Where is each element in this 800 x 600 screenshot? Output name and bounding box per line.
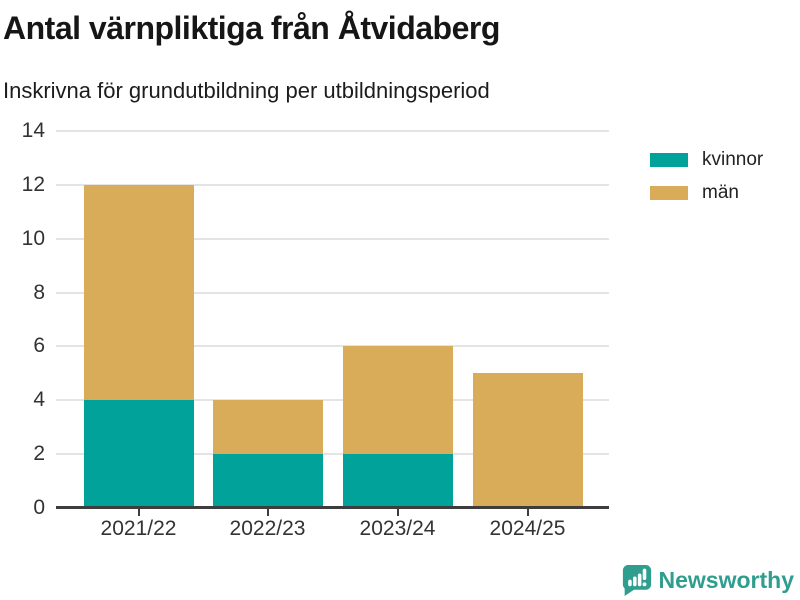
x-tick-label-2021/22: 2021/22 — [100, 517, 177, 540]
bar-2021/22-kvinnor — [83, 400, 194, 508]
gridline-12 — [56, 183, 609, 186]
chart-subtitle: Inskrivna för grundutbildning per utbild… — [3, 78, 490, 103]
x-tick-label-2024/25: 2024/25 — [489, 517, 566, 540]
legend-label-man: män — [702, 182, 739, 203]
x-tick-2024/25 — [526, 509, 529, 516]
y-tick-label-12: 12 — [21, 172, 45, 196]
x-tick-2021/22 — [137, 509, 140, 516]
y-tick-label-10: 10 — [21, 226, 45, 250]
gridline-6 — [56, 345, 609, 348]
y-tick-label-0: 0 — [33, 496, 45, 519]
y-tick-label-8: 8 — [33, 280, 45, 304]
legend-item-man: män — [650, 182, 763, 204]
legend-label-kvinnor: kvinnor — [702, 149, 764, 170]
brand-footer: Newsworthy — [622, 564, 794, 597]
gridline-4 — [56, 399, 609, 402]
bar-2024/25-män — [472, 373, 583, 508]
y-tick-label-14: 14 — [21, 119, 45, 142]
bar-2022/23-kvinnor — [212, 454, 323, 508]
x-tick-2022/23 — [266, 509, 269, 516]
bar-2023/24-män — [342, 346, 453, 455]
bar-2021/22-män — [83, 184, 194, 401]
x-tick-label-2022/23: 2022/23 — [229, 517, 306, 540]
newsworthy-logo-icon — [622, 565, 651, 596]
chart-title: Antal värnpliktiga från Åtvidaberg — [3, 10, 500, 46]
legend-swatch-man — [650, 186, 688, 200]
brand-name: Newsworthy — [658, 567, 794, 593]
legend-swatch-kvinnor — [650, 153, 688, 167]
gridline-2 — [56, 453, 609, 456]
x-tick-label-2023/24: 2023/24 — [359, 517, 436, 540]
plot-area — [56, 130, 609, 508]
gridline-14 — [56, 130, 609, 132]
bar-2022/23-män — [212, 400, 323, 455]
x-axis-line — [56, 506, 609, 509]
y-tick-label-4: 4 — [33, 388, 45, 412]
y-tick-label-2: 2 — [33, 442, 45, 466]
legend: kvinnor män — [650, 149, 763, 215]
gridline-10 — [56, 237, 609, 240]
bar-2023/24-kvinnor — [342, 454, 453, 508]
y-tick-label-6: 6 — [33, 334, 45, 358]
x-tick-2023/24 — [396, 509, 399, 516]
gridline-8 — [56, 291, 609, 294]
legend-item-kvinnor: kvinnor — [650, 149, 763, 171]
